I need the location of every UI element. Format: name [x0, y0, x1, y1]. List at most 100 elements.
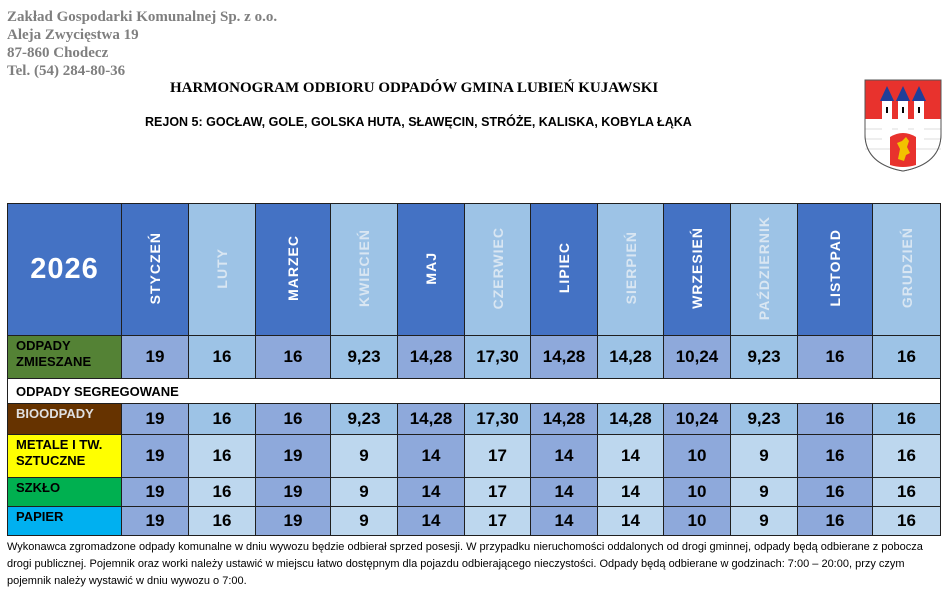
month-label: PAŹDZIERNIK — [756, 215, 772, 321]
pickup-days-cell: 14 — [597, 434, 664, 478]
waste-type-label: PAPIER — [7, 506, 122, 536]
pickup-days-cell: 19 — [255, 477, 331, 507]
pickup-days-cell: 16 — [797, 403, 873, 435]
month-header: KWIECIEŃ — [330, 203, 398, 336]
pickup-days-cell: 10 — [663, 477, 731, 507]
pickup-days-cell: 16 — [188, 403, 256, 435]
month-label: SIERPIEŃ — [622, 231, 639, 305]
pickup-days-cell: 16 — [872, 335, 941, 379]
pickup-days-cell: 17 — [464, 434, 531, 478]
pickup-days-cell: 10 — [663, 506, 731, 536]
pickup-days-cell: 14 — [530, 506, 598, 536]
month-label: GRUDZIEŃ — [898, 227, 915, 309]
pickup-days-cell: 14 — [530, 434, 598, 478]
pickup-days-cell: 17 — [464, 477, 531, 507]
pickup-days-cell: 14,28 — [597, 335, 664, 379]
waste-type-label: BIOODPADY — [7, 403, 122, 435]
company-phone: Tel. (54) 284-80-36 — [7, 63, 126, 79]
waste-type-label: ODPADY ZMIESZANE — [7, 335, 122, 379]
pickup-days-cell: 14 — [597, 477, 664, 507]
pickup-days-cell: 16 — [872, 403, 941, 435]
pickup-days-cell: 16 — [797, 477, 873, 507]
pickup-days-cell: 17,30 — [464, 403, 531, 435]
pickup-days-cell: 16 — [188, 477, 256, 507]
month-header: PAŹDZIERNIK — [730, 203, 798, 336]
month-header: LIPIEC — [530, 203, 598, 336]
segregated-section-label: ODPADY SEGREGOWANE — [7, 378, 941, 404]
pickup-days-cell: 9,23 — [330, 403, 398, 435]
pickup-days-cell: 19 — [255, 506, 331, 536]
pickup-days-cell: 16 — [797, 335, 873, 379]
waste-type-label: SZKŁO — [7, 477, 122, 507]
month-label: CZERWIEC — [489, 226, 506, 310]
month-label: WRZESIEŃ — [689, 227, 705, 309]
waste-row: SZKŁO 19 16 19 9 14 17 14 14 10 9 16 16 — [7, 477, 941, 507]
pickup-days-cell: 16 — [255, 335, 331, 379]
page-title: HARMONOGRAM ODBIORU ODPADÓW GMINA LUBIEŃ… — [170, 80, 659, 96]
pickup-days-cell: 14 — [597, 506, 664, 536]
pickup-days-cell: 16 — [872, 477, 941, 507]
company-city: 87-860 Chodecz — [7, 45, 109, 61]
pickup-days-cell: 9,23 — [730, 335, 798, 379]
company-info: Zakład Gospodarki Komunalnej Sp. z o.o. … — [7, 8, 277, 80]
company-name: Zakład Gospodarki Komunalnej Sp. z o.o. — [7, 9, 278, 25]
pickup-days-cell: 14,28 — [597, 403, 664, 435]
pickup-days-cell: 17 — [464, 506, 531, 536]
pickup-days-cell: 19 — [121, 403, 189, 435]
pickup-days-cell: 16 — [872, 506, 941, 536]
month-header: STYCZEŃ — [121, 203, 189, 336]
pickup-days-cell: 9,23 — [330, 335, 398, 379]
month-header: LUTY — [188, 203, 256, 336]
pickup-days-cell: 17,30 — [464, 335, 531, 379]
month-label: MAJ — [423, 251, 439, 285]
waste-row: PAPIER 19 16 19 9 14 17 14 14 10 9 16 16 — [7, 506, 941, 536]
year-cell: 2026 — [7, 203, 122, 336]
month-header: LISTOPAD — [797, 203, 873, 336]
pickup-days-cell: 16 — [797, 506, 873, 536]
pickup-days-cell: 9 — [730, 477, 798, 507]
month-header: MAJ — [397, 203, 465, 336]
month-header: MARZEC — [255, 203, 331, 336]
pickup-days-cell: 16 — [188, 506, 256, 536]
page-subtitle: REJON 5: GOCŁAW, GOLE, GOLSKA HUTA, SŁAW… — [145, 115, 692, 129]
month-label: MARZEC — [285, 235, 301, 301]
pickup-days-cell: 19 — [121, 434, 189, 478]
pickup-days-cell: 14 — [397, 477, 465, 507]
pickup-days-cell: 16 — [797, 434, 873, 478]
pickup-days-cell: 14,28 — [530, 335, 598, 379]
month-header: SIERPIEŃ — [597, 203, 664, 336]
company-street: Aleja Zwycięstwa 19 — [7, 27, 139, 43]
waste-row: METALE I TW. SZTUCZNE 19 16 19 9 14 17 14 14 10 9 1… — [7, 434, 941, 478]
pickup-days-cell: 14 — [397, 506, 465, 536]
coat-of-arms-logo — [864, 79, 942, 172]
pickup-days-cell: 9 — [330, 434, 398, 478]
pickup-days-cell: 16 — [188, 335, 256, 379]
month-header: CZERWIEC — [464, 203, 531, 336]
pickup-days-cell: 10 — [663, 434, 731, 478]
pickup-days-cell: 9,23 — [730, 403, 798, 435]
month-header: WRZESIEŃ — [663, 203, 731, 336]
pickup-days-cell: 10,24 — [663, 335, 731, 379]
pickup-days-cell: 16 — [255, 403, 331, 435]
pickup-days-cell: 9 — [330, 506, 398, 536]
pickup-days-cell: 14,28 — [397, 335, 465, 379]
month-label: LUTY — [214, 247, 230, 289]
pickup-days-cell: 10,24 — [663, 403, 731, 435]
month-label: STYCZEŃ — [147, 231, 163, 305]
month-label: KWIECIEŃ — [356, 229, 372, 307]
header-row: 2026 STYCZEŃ LUTY MARZEC KWIECIEŃ MAJ CZERWIE… — [7, 203, 941, 336]
waste-row: BIOODPADY 19 16 16 9,23 14,28 17,30 14,28 14,28 1… — [7, 403, 941, 435]
footer-note: Wykonawca zgromadzone odpady komunalne w… — [7, 541, 923, 587]
month-header: GRUDZIEŃ — [872, 203, 941, 336]
pickup-days-cell: 9 — [330, 477, 398, 507]
pickup-days-cell: 9 — [730, 434, 798, 478]
pickup-days-cell: 19 — [121, 477, 189, 507]
pickup-days-cell: 16 — [872, 434, 941, 478]
waste-row: ODPADY ZMIESZANE 19 16 16 9,23 14,28 17,30 14,2… — [7, 335, 941, 379]
schedule-table: 2026 STYCZEŃ LUTY MARZEC KWIECIEŃ MAJ CZERWIE… — [7, 203, 941, 536]
waste-type-label: METALE I TW. SZTUCZNE — [7, 434, 122, 478]
pickup-days-cell: 9 — [730, 506, 798, 536]
month-label: LISTOPAD — [827, 229, 843, 307]
segregated-section-row: ODPADY SEGREGOWANE — [7, 378, 941, 404]
pickup-days-cell: 19 — [121, 335, 189, 379]
